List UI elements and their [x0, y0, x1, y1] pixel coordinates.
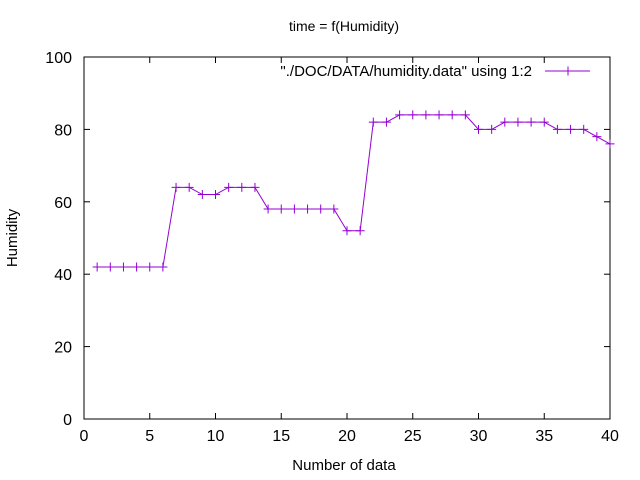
x-tick-label: 35	[535, 428, 553, 445]
x-tick-label: 0	[80, 428, 89, 445]
x-tick-label: 25	[404, 428, 422, 445]
data-point	[289, 204, 299, 214]
data-point	[145, 262, 155, 272]
data-point	[92, 262, 102, 272]
data-point	[487, 124, 497, 134]
x-tick-label: 20	[338, 428, 356, 445]
data-point	[329, 204, 339, 214]
x-tick-label: 15	[272, 428, 290, 445]
x-tick-label: 10	[207, 428, 225, 445]
x-tick-label: 30	[470, 428, 488, 445]
data-point	[408, 110, 418, 120]
legend-marker	[563, 66, 573, 76]
y-tick-label: 0	[63, 412, 72, 429]
legend: "./DOC/DATA/humidity.data" using 1:2	[280, 63, 590, 80]
data-point	[539, 117, 549, 127]
data-point	[316, 204, 326, 214]
data-point	[118, 262, 128, 272]
data-point	[171, 182, 181, 192]
data-point	[303, 204, 313, 214]
data-point	[474, 124, 483, 134]
data-point	[211, 190, 220, 200]
data-point	[105, 262, 115, 272]
plot-area-border	[83, 56, 611, 420]
y-tick-label: 20	[54, 340, 72, 357]
data-point	[513, 117, 523, 127]
y-tick-label: 60	[54, 195, 72, 212]
x-tick-label: 5	[145, 428, 154, 445]
data-point	[368, 117, 378, 127]
data-point	[460, 110, 470, 120]
data-point	[579, 124, 589, 134]
data-point	[355, 226, 365, 236]
x-tick-label: 40	[601, 428, 619, 445]
y-tick-label: 40	[54, 267, 72, 284]
data-point	[552, 124, 562, 134]
chart-title: time = f(Humidity)	[289, 18, 399, 34]
data-point	[263, 204, 273, 214]
x-axis-label: Number of data	[292, 457, 396, 474]
y-axis: 0 20 40 60 80 100	[45, 50, 610, 429]
y-axis-label: Humidity	[4, 208, 21, 267]
data-point	[276, 204, 286, 214]
data-point	[500, 117, 510, 127]
data-point	[158, 262, 168, 272]
data-point	[342, 226, 352, 236]
data-point	[421, 110, 431, 120]
y-tick-label: 100	[45, 50, 72, 67]
data-point	[132, 262, 142, 272]
data-point	[434, 110, 444, 120]
data-point	[395, 110, 405, 120]
data-point	[381, 117, 391, 127]
data-point	[592, 132, 602, 142]
data-point	[250, 182, 260, 192]
legend-label: "./DOC/DATA/humidity.data" using 1:2	[280, 63, 532, 80]
y-tick-label: 80	[54, 122, 72, 139]
series-layer	[92, 110, 615, 272]
data-point	[184, 182, 194, 192]
data-point	[224, 182, 234, 192]
x-axis: 0 5 10 15 20 25 30 35 40	[80, 57, 619, 445]
data-point	[526, 117, 536, 127]
data-point	[237, 182, 247, 192]
data-point	[447, 110, 457, 120]
data-point	[197, 190, 207, 200]
data-point	[566, 124, 576, 134]
series-line	[97, 114, 611, 268]
data-point	[605, 139, 615, 149]
